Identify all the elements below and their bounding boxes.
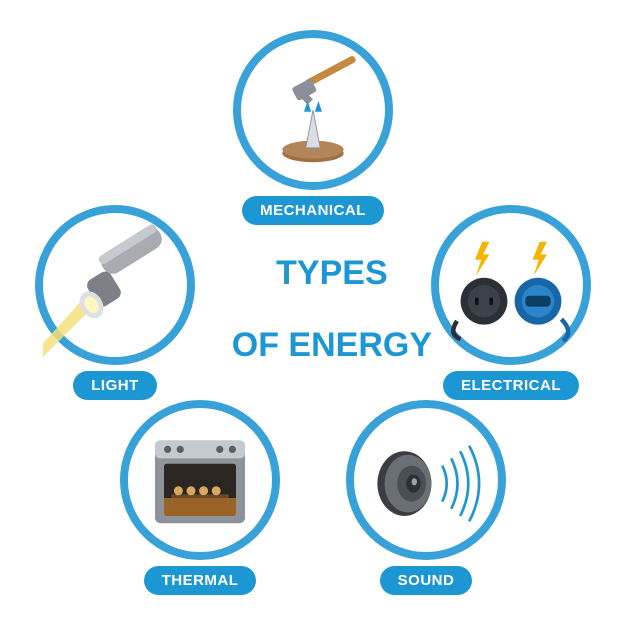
- energy-item-thermal: THERMAL: [120, 400, 280, 595]
- title-line2: OF ENERGY: [232, 325, 432, 363]
- circle-sound: [346, 400, 506, 560]
- label-mechanical: MECHANICAL: [242, 196, 384, 225]
- speaker-icon: [354, 408, 498, 552]
- label-light: LIGHT: [73, 371, 157, 400]
- label-sound: SOUND: [380, 566, 473, 595]
- infographic-container: TYPES OF ENERGY MECHANICAL: [0, 0, 626, 619]
- energy-item-sound: SOUND: [346, 400, 506, 595]
- oven-icon: [128, 408, 272, 552]
- circle-light: [35, 205, 195, 365]
- hammer-icon: [241, 38, 385, 182]
- label-electrical: ELECTRICAL: [443, 371, 579, 400]
- flashlight-icon: [43, 213, 187, 357]
- label-thermal: THERMAL: [144, 566, 257, 595]
- title-line1: TYPES: [276, 254, 387, 292]
- circle-electrical: [431, 205, 591, 365]
- plugs-icon: [439, 213, 583, 357]
- energy-item-electrical: ELECTRICAL: [431, 205, 591, 400]
- energy-item-mechanical: MECHANICAL: [233, 30, 393, 225]
- page-title: TYPES OF ENERGY: [194, 220, 432, 398]
- energy-item-light: LIGHT: [35, 205, 195, 400]
- circle-mechanical: [233, 30, 393, 190]
- circle-thermal: [120, 400, 280, 560]
